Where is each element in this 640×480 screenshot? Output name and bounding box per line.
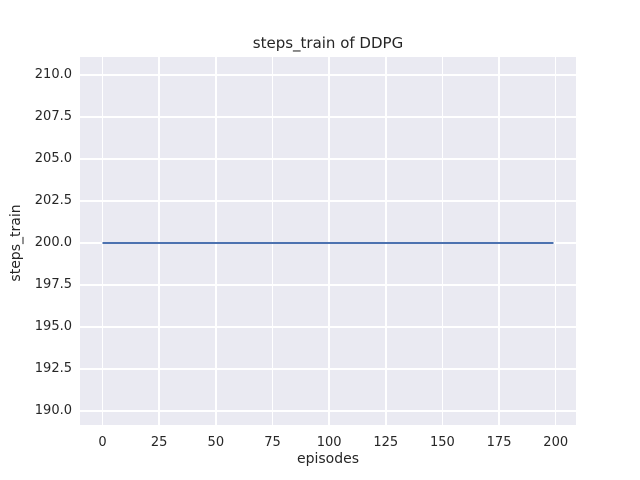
chart-title: steps_train of DDPG <box>252 34 404 52</box>
y-tick-label: 190.0 <box>34 403 72 419</box>
y-gridline <box>80 284 576 286</box>
y-tick-label: 195.0 <box>34 319 72 335</box>
x-gridline <box>158 57 160 425</box>
y-tick-label: 192.5 <box>34 361 72 377</box>
x-tick-label: 150 <box>430 435 455 450</box>
y-tick-label: 210.0 <box>34 66 72 82</box>
x-gridline <box>328 57 330 425</box>
x-axis-label: episodes <box>296 451 360 467</box>
x-tick-label: 50 <box>207 435 225 450</box>
x-gridline <box>385 57 387 425</box>
plot-area <box>80 57 576 425</box>
x-gridline <box>554 57 557 425</box>
y-tick-label: 197.5 <box>34 277 72 293</box>
y-gridline <box>80 158 576 160</box>
x-tick-label: 200 <box>543 435 569 450</box>
x-gridline <box>498 57 500 425</box>
y-tick-label: 200.0 <box>34 235 72 251</box>
x-tick-label: 125 <box>373 435 399 450</box>
y-gridline <box>80 200 576 202</box>
y-gridline <box>80 116 576 118</box>
x-tick-label: 175 <box>486 435 512 450</box>
x-tick-label: 75 <box>264 435 281 450</box>
y-gridline <box>80 368 576 370</box>
x-tick-label: 0 <box>98 435 107 450</box>
x-gridline <box>271 57 274 425</box>
x-gridline <box>101 57 104 425</box>
y-tick-label: 207.5 <box>34 108 72 124</box>
y-tick-label: 205.0 <box>34 150 72 166</box>
x-gridline <box>215 57 217 425</box>
y-gridline <box>80 74 576 76</box>
x-tick-label: 100 <box>316 435 342 450</box>
x-tick-label: 25 <box>150 435 168 450</box>
y-tick-label: 202.5 <box>34 193 72 208</box>
y-gridline <box>80 326 576 328</box>
series-layer <box>102 242 554 244</box>
y-gridline <box>80 410 576 412</box>
x-gridline <box>441 57 444 425</box>
